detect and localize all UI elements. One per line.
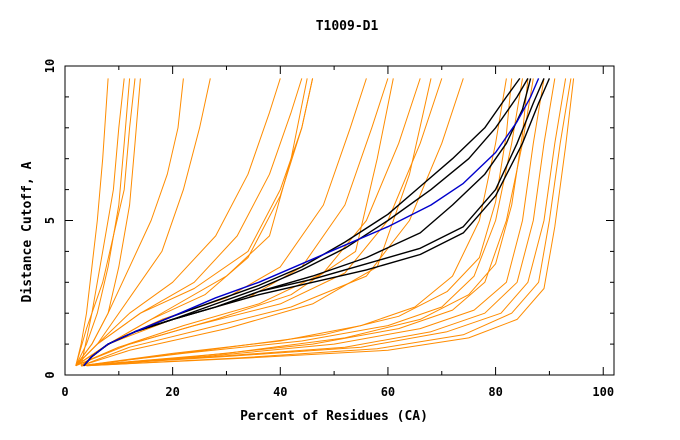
series-line-model-black-5	[83, 78, 551, 367]
x-axis-label: Percent of Residues (CA)	[240, 409, 428, 424]
x-tick-label: 60	[381, 385, 395, 399]
series-line-steep-cluster-a	[75, 78, 109, 366]
series-line-steep-cluster-d	[75, 78, 136, 366]
series-line-mid-fan-k	[80, 78, 464, 367]
series-line-bulk-b	[81, 78, 523, 367]
series-line-mid-fan-c	[75, 78, 281, 367]
series-layer	[75, 77, 575, 367]
series-line-bulk-h	[81, 78, 529, 367]
series-line-bulk-j	[86, 78, 575, 367]
series-line-bulk-g	[86, 78, 572, 367]
series-line-mid-fan-a	[75, 78, 184, 366]
series-line-bulk-d	[81, 78, 545, 367]
series-line-bulk-c	[81, 78, 534, 367]
series-line-bulk-a	[81, 78, 507, 367]
chart-title: T1009-D1	[316, 19, 379, 34]
series-line-bulk-e	[81, 78, 556, 367]
series-line-mid-fan-h	[75, 78, 389, 367]
x-tick-label: 0	[61, 385, 68, 399]
x-tick-label: 80	[488, 385, 502, 399]
y-tick-label: 10	[43, 59, 57, 73]
x-tick-label: 40	[273, 385, 287, 399]
y-tick-label: 0	[43, 371, 57, 378]
series-line-bulk-i	[81, 78, 513, 367]
x-tick-label: 100	[592, 385, 614, 399]
x-tick-label: 20	[165, 385, 179, 399]
y-axis-label: Distance Cutoff, A	[20, 161, 35, 302]
series-line-mid-fan-l	[75, 78, 308, 367]
series-line-mid-fan-d	[75, 78, 303, 367]
series-line-steep-cluster-e	[80, 78, 125, 366]
series-line-model-blue	[83, 78, 540, 367]
series-line-steep-cluster-b	[75, 78, 131, 366]
series-line-mid-fan-m	[75, 78, 394, 367]
series-line-bulk-f	[81, 78, 567, 367]
series-line-mid-fan-b	[75, 78, 211, 367]
series-line-mid-fan-n	[80, 78, 432, 367]
tick-layer: 0 20 40 60 80 100 0 5 10	[43, 59, 614, 399]
y-tick-label: 5	[43, 217, 57, 224]
series-line-model-black-2	[83, 77, 521, 367]
